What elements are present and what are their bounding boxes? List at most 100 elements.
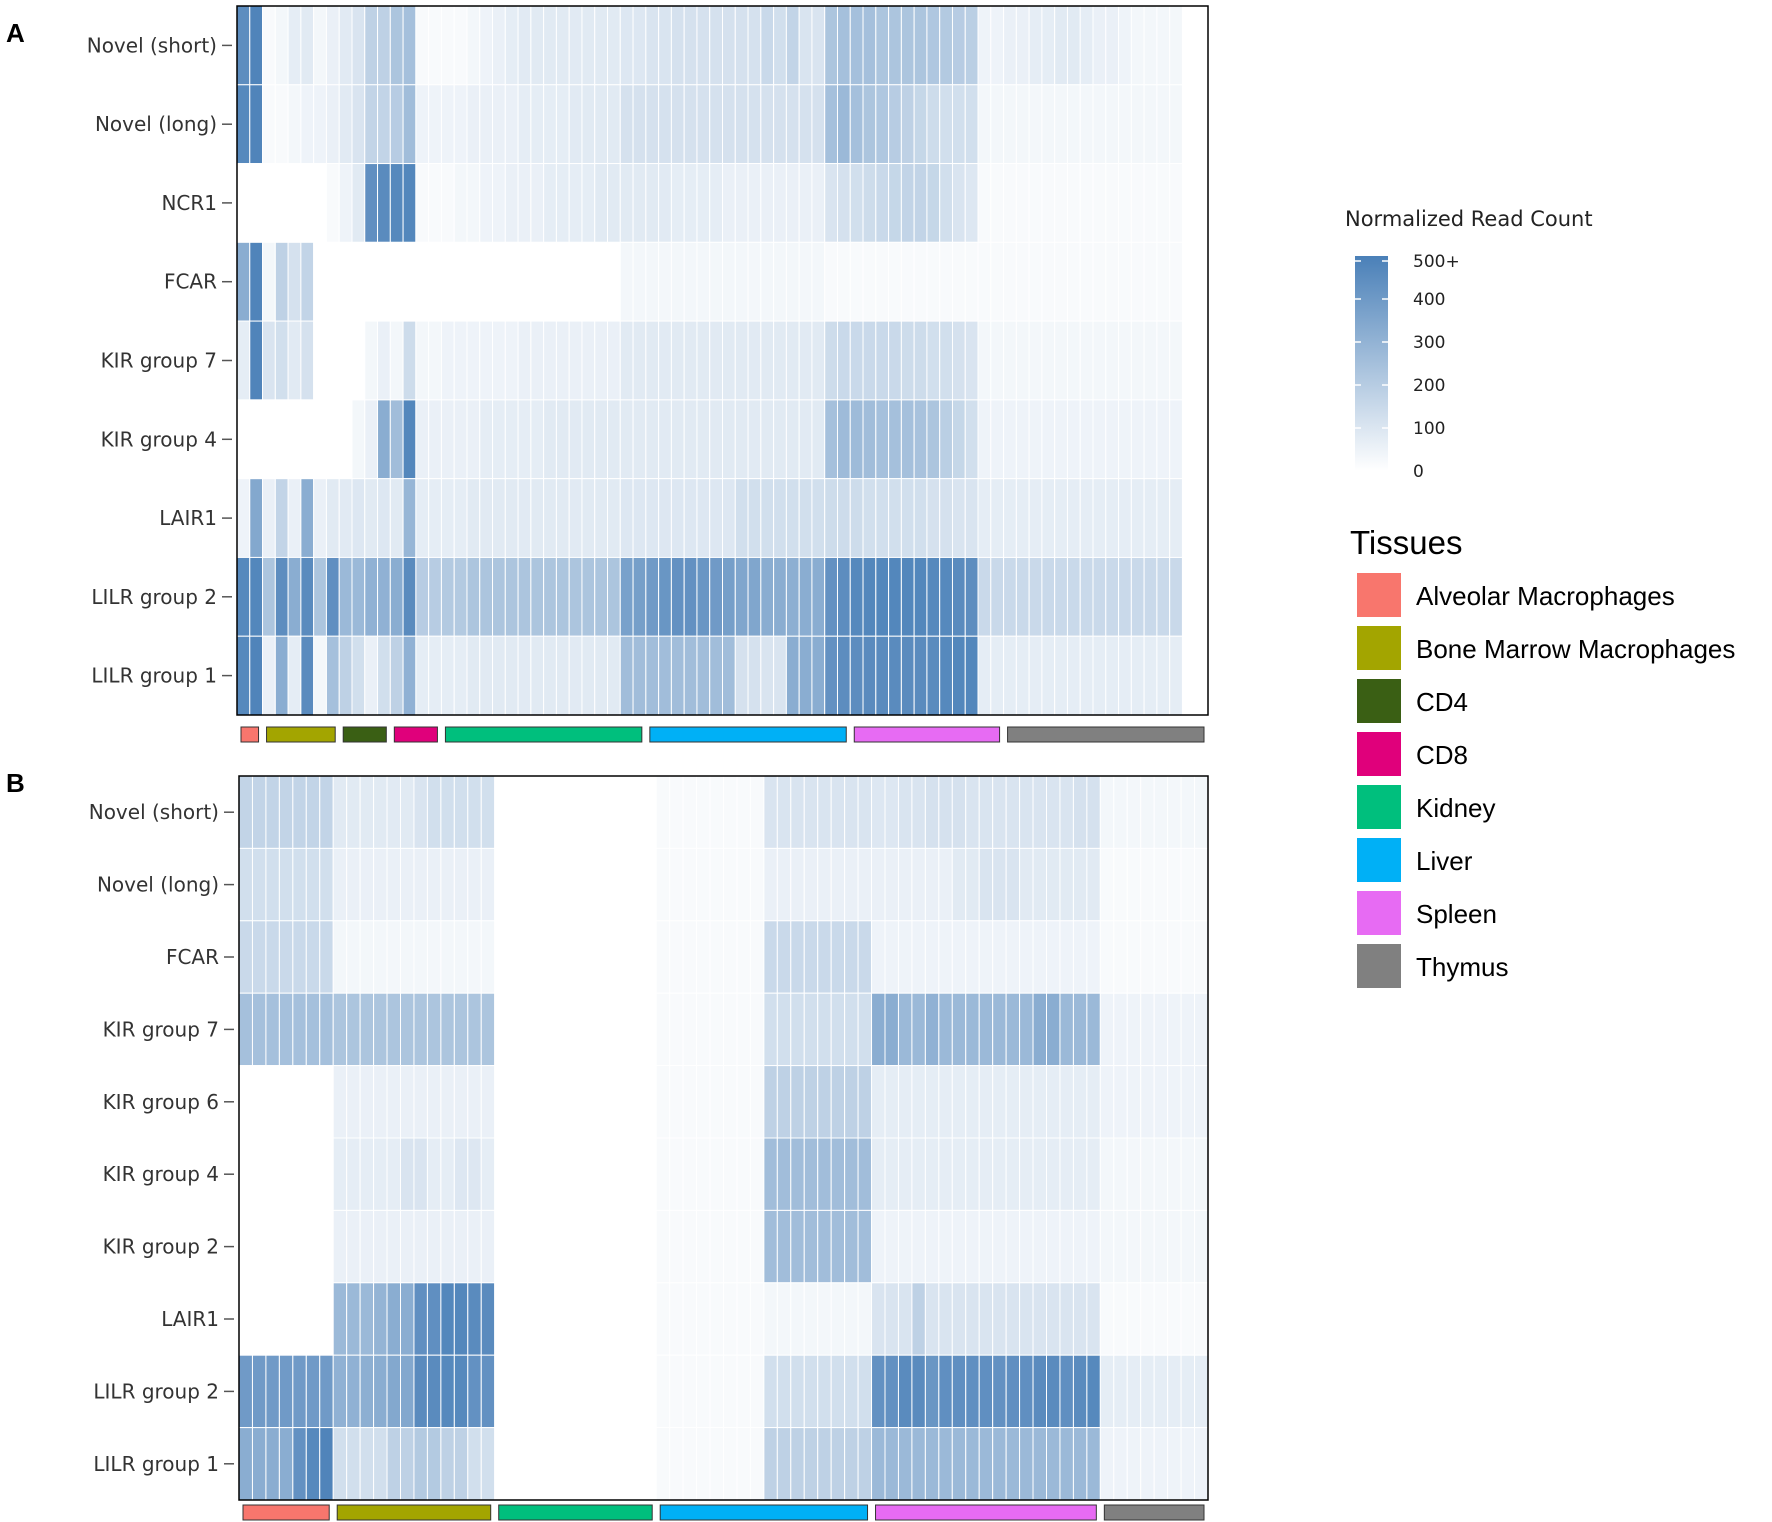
heatmap-b-cell-novel-short-28 — [615, 775, 630, 849]
heatmap-a-cell-ncr1-27 — [581, 163, 596, 243]
heatmap-a-cell-lilr-group-1-7 — [325, 635, 340, 716]
heatmap-a-cell-lair1-3 — [274, 478, 289, 558]
heatmap-b-cell-lilr-group-2-43 — [817, 1354, 832, 1429]
heatmap-a-cell-novel-short-16 — [440, 5, 455, 86]
heatmap-a-cell-fcar-18 — [466, 241, 481, 322]
heatmap-a-cell-kir-group-7-28 — [594, 320, 609, 401]
heatmap-b-cell-kir-group-6-22 — [534, 1065, 550, 1139]
heatmap-a-cell-novel-long-75 — [1194, 84, 1209, 165]
heatmap-a-cell-kir-group-7-51 — [888, 320, 902, 401]
heatmap-b-cell-lilr-group-1-28 — [615, 1427, 630, 1501]
heatmap-b-cell-kir-group-6-30 — [642, 1065, 657, 1139]
heatmap-b-cell-novel-short-11 — [386, 775, 402, 849]
heatmap-b-cell-kir-group-4-44 — [830, 1137, 846, 1211]
heatmap-a-cell-fcar-1 — [249, 241, 264, 322]
heatmap-a-cell-novel-short-67 — [1092, 5, 1107, 86]
heatmap-b-cell-fcar-55 — [978, 920, 994, 994]
heatmap-b-cell-novel-short-68 — [1153, 775, 1169, 849]
heatmap-b-row-label-fcar: FCAR — [166, 945, 219, 969]
heatmap-a-cell-ncr1-56 — [951, 163, 966, 243]
heatmap-a-cell-lilr-group-2-57 — [964, 556, 979, 637]
heatmap-a-cell-novel-short-75 — [1194, 5, 1209, 86]
heatmap-a-cell-kir-group-4-39 — [734, 399, 749, 480]
heatmap-a-cell-novel-short-66 — [1079, 5, 1094, 86]
heatmap-a-cell-novel-long-26 — [568, 84, 583, 165]
heatmap-a-cell-ncr1-32 — [645, 163, 660, 243]
heatmap-b-cell-lilr-group-1-34 — [696, 1427, 711, 1501]
heatmap-b-cell-kir-group-2-69 — [1167, 1209, 1182, 1284]
heatmap-b-cell-novel-long-64 — [1099, 847, 1115, 922]
heatmap-a-cell-novel-short-8 — [338, 5, 353, 86]
heatmap-a-cell-kir-group-7-70 — [1130, 320, 1145, 401]
heatmap-b-cell-novel-long-32 — [669, 847, 684, 922]
heatmap-a-cell-lair1-40 — [747, 478, 762, 558]
heatmap-a-cell-novel-short-26 — [568, 5, 583, 86]
heatmap-a-cell-novel-short-36 — [696, 5, 711, 86]
heatmap-b-cell-novel-short-0 — [238, 775, 253, 849]
heatmap-b-cell-lair1-31 — [655, 1282, 671, 1356]
heatmap-b-cell-kir-group-4-22 — [534, 1137, 550, 1211]
heatmap-a-cell-novel-short-4 — [287, 5, 302, 86]
tissue-label-spleen: Spleen — [1416, 899, 1497, 929]
heatmap-b-cell-kir-group-2-18 — [480, 1209, 496, 1284]
heatmap-a-row-label-ncr1: NCR1 — [161, 191, 217, 215]
heatmap-a-cell-fcar-63 — [1041, 241, 1056, 322]
heatmap-a-cell-kir-group-7-72 — [1156, 320, 1171, 401]
tissue-label-cd4: CD4 — [1416, 687, 1468, 717]
heatmap-b-cell-novel-short-61 — [1059, 775, 1074, 849]
heatmap-b-cell-fcar-64 — [1099, 920, 1115, 994]
heatmap-a-cell-lilr-group-1-20 — [492, 635, 506, 716]
heatmap-b-cell-kir-group-7-25 — [574, 992, 590, 1067]
heatmap-b-cell-lilr-group-1-14 — [426, 1427, 442, 1501]
heatmap-a-cell-ncr1-70 — [1130, 163, 1145, 243]
heatmap-b-cell-fcar-54 — [965, 920, 980, 994]
heatmap-b-cell-lilr-group-2-35 — [709, 1354, 724, 1429]
heatmap-a-row-label-lair1: LAIR1 — [159, 506, 217, 530]
heatmap-b-cell-lilr-group-1-4 — [292, 1427, 307, 1501]
heatmap-a-cell-fcar-12 — [389, 241, 404, 322]
heatmap-b-row-label-kir-group-6: KIR group 6 — [103, 1090, 219, 1114]
heatmap-b-cell-lilr-group-1-31 — [655, 1427, 671, 1501]
heatmap-a-cell-kir-group-4-74 — [1181, 399, 1196, 480]
tissue-legend-items: Alveolar Macrophages Bone Marrow Macropha… — [1357, 573, 1735, 988]
heatmap-b-cell-kir-group-7-42 — [803, 992, 819, 1067]
heatmap-a-cell-fcar-17 — [453, 241, 468, 322]
heatmap-a-cell-fcar-30 — [619, 241, 634, 322]
heatmap-a-cell-lilr-group-2-25 — [555, 556, 570, 637]
tissue-label-cd8: CD8 — [1416, 740, 1468, 770]
heatmap-a-cell-lilr-group-1-66 — [1079, 635, 1094, 716]
heatmap-b-cell-lilr-group-2-22 — [534, 1354, 550, 1429]
heatmap-b-cell-lair1-8 — [346, 1282, 361, 1356]
heatmap-a-cell-lilr-group-2-34 — [670, 556, 685, 637]
heatmap-a-cell-kir-group-4-50 — [875, 399, 890, 480]
heatmap-a-cell-novel-short-56 — [951, 5, 966, 86]
heatmap-b-cell-lair1-39 — [763, 1282, 778, 1356]
heatmap-b-cell-kir-group-2-43 — [817, 1209, 832, 1284]
heatmap-b-cell-novel-long-66 — [1126, 847, 1142, 922]
heatmap-a-cell-novel-long-42 — [773, 84, 787, 165]
heatmap-b-cell-kir-group-7-58 — [1019, 992, 1034, 1067]
heatmap-b-cell-novel-short-43 — [817, 775, 832, 849]
heatmap-a-cell-lilr-group-1-0 — [236, 635, 251, 716]
heatmap-a-cell-kir-group-7-19 — [479, 320, 494, 401]
heatmap-a-cell-kir-group-4-71 — [1143, 399, 1158, 480]
heatmap-b-cell-lilr-group-1-66 — [1126, 1427, 1142, 1501]
heatmap-a-cell-kir-group-4-19 — [479, 399, 494, 480]
heatmap-a-cell-novel-short-39 — [734, 5, 749, 86]
heatmap-b-cell-kir-group-6-18 — [480, 1065, 496, 1139]
heatmap-a-cell-lilr-group-2-9 — [351, 556, 366, 637]
heatmap-b-cell-novel-short-10 — [373, 775, 388, 849]
heatmap-b-cell-lilr-group-2-30 — [642, 1354, 657, 1429]
heatmap-b-cell-fcar-19 — [494, 920, 509, 994]
tissue-swatch-bone-marrow-macrophages — [1357, 626, 1401, 670]
heatmap-b-cell-kir-group-6-16 — [453, 1065, 469, 1139]
heatmap-a-cell-kir-group-4-69 — [1118, 399, 1132, 480]
heatmap-b-cell-novel-long-67 — [1140, 847, 1155, 922]
heatmap-a-cell-kir-group-7-61 — [1015, 320, 1030, 401]
heatmap-a-cell-lilr-group-2-8 — [338, 556, 353, 637]
heatmap-a-cell-lilr-group-1-63 — [1041, 635, 1056, 716]
heatmap-b-cell-lilr-group-1-0 — [238, 1427, 253, 1501]
heatmap-a-cell-fcar-20 — [492, 241, 506, 322]
heatmap-a-cell-fcar-8 — [338, 241, 353, 322]
heatmap-a-cell-lilr-group-1-72 — [1156, 635, 1171, 716]
